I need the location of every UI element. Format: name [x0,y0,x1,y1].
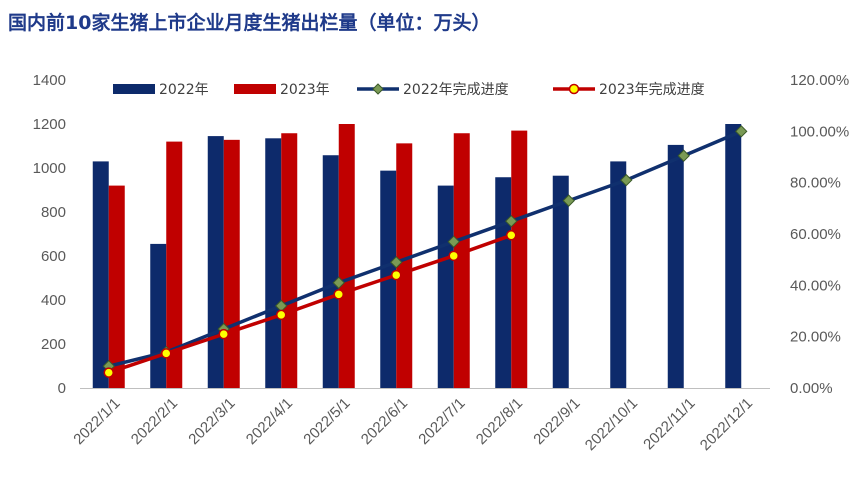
legend-swatch [113,84,155,94]
y-right-tick-label: 0.00% [790,380,833,397]
legend-label: 2023年 [280,82,330,98]
y-right-tick-label: 100.00% [790,123,849,140]
x-tick-label: 2022/10/1 [582,395,641,454]
y-right-tick-label: 80.00% [790,175,841,192]
point-2023-progress [391,269,402,281]
x-tick-label: 2022/12/1 [697,395,756,454]
bar-2023 [511,130,528,388]
bar-2022 [610,161,627,388]
y-left-tick-label: 200 [41,336,66,353]
bar-2022 [437,185,454,388]
point-2022-progress [677,149,690,162]
y-right-tick-label: 60.00% [790,226,841,243]
y-right-tick-label: 40.00% [790,277,841,294]
bar-2022 [667,144,684,388]
y-left-tick-label: 1400 [33,72,66,89]
y-right-tick-label: 20.00% [790,329,841,346]
y-right-axis: 0.00% 20.00% 40.00% 60.00% 80.00% 100.00% 120.… [790,72,849,397]
x-tick-label: 2022/4/1 [243,395,296,448]
point-2022-progress [332,276,345,289]
chart-title: 国内前10家生猪上市企业月度生猪出栏量（单位：万头） [8,12,491,34]
legend-marker [372,83,384,95]
line-2022-progress [108,129,742,368]
x-tick-label: 2022/9/1 [530,395,583,448]
y-left-tick-label: 600 [41,248,66,265]
legend-swatch [234,84,276,94]
bar-2022 [207,136,224,388]
bar-2022 [265,138,282,388]
legend-label: 2023年完成进度 [599,82,705,98]
bar-2023 [223,139,240,388]
y-right-tick-label: 120.00% [790,72,849,89]
point-2022-progress [390,256,403,269]
x-tick-label: 2022/1/1 [70,395,123,448]
bar-2023 [108,185,125,388]
point-2022-progress [620,173,633,187]
legend-marker [568,83,580,95]
point-2023-progress [161,348,172,359]
bar-2023 [396,143,413,388]
bar-2022 [495,177,512,388]
point-2023-progress [448,250,459,262]
bar-2022 [552,175,569,388]
bar-2023 [453,133,470,388]
x-axis: 2022/1/1 2022/2/1 2022/3/1 2022/4/1 2022/5/1… [70,395,756,454]
bar-2023 [166,141,183,388]
y-left-tick-label: 1000 [33,160,66,177]
bar-2022 [725,124,742,388]
bar-2023 [281,133,298,388]
bar-2023 [338,124,355,388]
bar-2022 [322,155,339,388]
point-2022-progress [505,214,518,228]
point-2023-progress [333,289,344,300]
y-left-axis: 0 200 400 600 800 1000 1200 1400 [33,72,66,397]
x-tick-label: 2022/7/1 [415,395,468,448]
point-2022-progress [735,125,748,138]
y-left-tick-label: 400 [41,292,66,309]
x-tick-label: 2022/3/1 [185,395,238,448]
bar-2022 [92,161,109,388]
legend-label: 2022年 [159,82,209,98]
bar-2022 [150,243,167,388]
y-left-tick-label: 0 [58,380,66,397]
line-2023-progress [108,233,512,375]
lines-layer [102,125,748,378]
point-2023-progress [506,230,517,241]
point-2022-progress [447,235,460,248]
point-2023-progress [276,309,287,321]
y-left-tick-label: 800 [41,204,66,221]
x-tick-label: 2022/2/1 [128,395,181,448]
x-tick-label: 2022/5/1 [300,395,353,448]
y-left-tick-label: 1200 [33,116,66,133]
point-2022-progress [562,194,575,207]
legend-label: 2022年完成进度 [403,82,509,98]
x-tick-label: 2022/11/1 [640,395,698,453]
x-tick-label: 2022/8/1 [473,395,526,448]
x-tick-label: 2022/6/1 [358,395,411,448]
legend: 2022年 2023年 2022年完成进度 2023年完成进度 [113,82,705,98]
point-2023-progress [103,367,114,378]
point-2023-progress [218,328,229,340]
